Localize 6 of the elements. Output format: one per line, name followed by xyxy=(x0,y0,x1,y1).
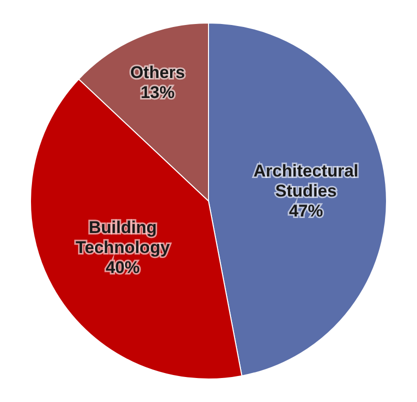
data-label: 47% xyxy=(288,201,323,220)
slice-label: Building Technology xyxy=(76,218,170,257)
data-label: 40% xyxy=(106,258,140,277)
slice-label: Others xyxy=(130,63,185,82)
data-label: 13% xyxy=(140,83,175,102)
slice-label: Architectural Studies xyxy=(254,161,358,200)
